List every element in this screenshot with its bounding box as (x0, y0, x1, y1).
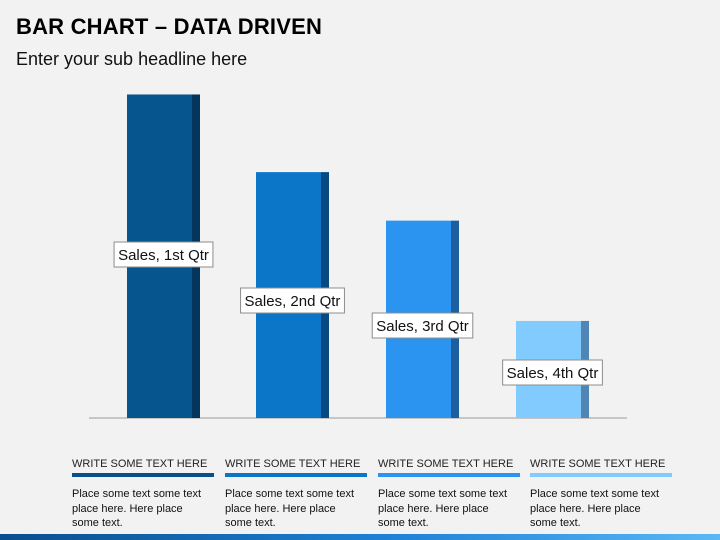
text-column-3-title: WRITE SOME TEXT HERE (378, 458, 514, 470)
slide-subtitle: Enter your sub headline here (16, 49, 248, 69)
text-column-3-line-1: Place some text some text (378, 488, 507, 500)
text-column-3-line-3: some text. (378, 517, 429, 529)
text-column-1: WRITE SOME TEXT HERE Place some text som… (72, 456, 214, 531)
category-label-box-3 (371, 312, 474, 339)
text-column-2-line-3: some text. (225, 517, 276, 529)
text-column-4-line-3: some text. (530, 517, 581, 529)
category-label-4: Sales, 4th Qtr (507, 365, 599, 382)
text-column-1-line-3: some text. (72, 517, 123, 529)
text-column-2-title: WRITE SOME TEXT HERE (225, 458, 361, 470)
text-column-4-accent-bar (530, 473, 672, 477)
text-column-4: WRITE SOME TEXT HERE Place some text som… (530, 456, 672, 531)
text-column-2-line-2: place here. Here place (225, 502, 336, 515)
text-column-1-line-1: Place some text some text (72, 488, 201, 500)
text-column-1-line-2: place here. Here place (72, 502, 183, 515)
category-label-3: Sales, 3rd Qtr (376, 318, 469, 335)
slide-title: BAR CHART – DATA DRIVEN (16, 14, 323, 39)
text-column-3: WRITE SOME TEXT HERE Place some text som… (378, 456, 520, 531)
bar-chart: Sales, 1st Qtr Sales, 2nd Qtr Sales, 3rd Q… (89, 94, 627, 419)
category-label-box-1 (113, 241, 214, 268)
text-column-4-title: WRITE SOME TEXT HERE (530, 458, 666, 470)
text-column-4-line-2: place here. Here place (530, 502, 641, 515)
text-column-2-body: Place some text some text place here. He… (225, 487, 367, 531)
text-column-1-accent-bar (72, 473, 214, 477)
text-column-1-title: WRITE SOME TEXT HERE (72, 458, 208, 470)
category-label-box-4 (502, 359, 603, 386)
text-column-2: WRITE SOME TEXT HERE Place some text som… (225, 456, 367, 531)
text-column-3-body: Place some text some text place here. He… (378, 487, 520, 531)
category-label-2: Sales, 2nd Qtr (245, 293, 341, 310)
category-label-1: Sales, 1st Qtr (118, 247, 209, 264)
text-column-4-body: Place some text some text place here. He… (530, 487, 672, 531)
category-label-box-2 (240, 287, 345, 314)
text-column-4-line-1: Place some text some text (530, 488, 659, 500)
text-column-1-body: Place some text some text place here. He… (72, 487, 214, 531)
text-column-3-line-2: place here. Here place (378, 502, 489, 515)
text-column-2-line-1: Place some text some text (225, 488, 354, 500)
footer-band (0, 534, 720, 540)
text-column-2-accent-bar (225, 473, 367, 477)
text-column-3-accent-bar (378, 473, 520, 477)
